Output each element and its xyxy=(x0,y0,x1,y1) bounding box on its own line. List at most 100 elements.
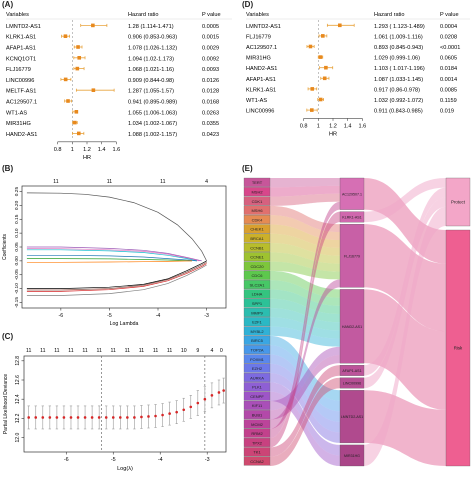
cv-point xyxy=(48,416,52,419)
cv-point xyxy=(217,391,221,394)
sankey-node-middle xyxy=(339,177,365,210)
sankey-node-middle xyxy=(339,224,365,288)
sankey-node-left-label: RRM2 xyxy=(251,431,263,436)
sankey-node-left xyxy=(243,317,271,327)
hr-point xyxy=(77,56,82,60)
sankey-node-left xyxy=(243,177,271,187)
cv-point xyxy=(154,414,157,418)
row-p-value: 0.0184 xyxy=(440,66,457,72)
coefficient-path xyxy=(26,264,207,296)
sankey-node-left xyxy=(243,270,271,280)
row-hazard-ratio: 1.287 (1.055-1.57) xyxy=(128,89,174,95)
sankey-flow-left xyxy=(270,215,340,240)
sankey-node-left xyxy=(243,456,271,466)
hr-point xyxy=(324,65,328,70)
sankey-node-left-label: MYBL2 xyxy=(250,329,264,334)
cv-point xyxy=(182,408,186,412)
coefficient-path xyxy=(26,248,200,262)
top-axis-label: 11 xyxy=(167,348,172,354)
sankey-node-left-label: EZH2 xyxy=(252,366,263,371)
y-tick-label: 12.2 xyxy=(15,413,21,423)
row-variable-name: HAND2-AS1 xyxy=(246,66,277,72)
row-hazard-ratio: 1.055 (1.006-1.063) xyxy=(128,110,177,116)
x-axis-label: HR xyxy=(83,155,91,160)
row-hazard-ratio: 1.029 (0.999-1.06) xyxy=(374,56,420,62)
cv-point xyxy=(119,416,122,419)
top-axis-label: 0 xyxy=(220,348,223,354)
x-tick-label: -5 xyxy=(111,457,116,463)
row-p-value: 0.0168 xyxy=(202,100,219,106)
sankey-flow-left xyxy=(270,354,340,422)
sankey-flow-left xyxy=(270,363,340,433)
column-header-variables: Variables xyxy=(6,12,29,18)
sankey-node-left xyxy=(243,363,271,373)
cv-point xyxy=(83,416,87,419)
sankey-node-right xyxy=(445,229,471,467)
hr-point xyxy=(321,34,325,38)
sankey-node-left-label: CDK4 xyxy=(252,217,263,222)
y-tick-label: -0.05 xyxy=(14,269,20,280)
row-hazard-ratio: 1.068 (1.021-1.16) xyxy=(128,67,174,73)
sankey-node-left-label: TK1 xyxy=(253,450,261,455)
sankey-flow-left xyxy=(270,391,340,466)
cv-point xyxy=(140,415,143,419)
hr-point xyxy=(318,97,323,102)
row-p-value: 0.0263 xyxy=(202,110,219,116)
row-hazard-ratio: 0.917 (0.86-0.978) xyxy=(374,87,420,93)
sankey-flow-right xyxy=(364,289,446,410)
cv-point xyxy=(69,416,73,419)
sankey-node-left xyxy=(243,391,271,401)
sankey-flow-left xyxy=(270,365,340,457)
column-header-p-value: P value xyxy=(202,12,221,18)
row-variable-name: LMNTD2-AS1 xyxy=(6,24,41,30)
row-p-value: 0.0004 xyxy=(440,24,457,30)
hr-point xyxy=(322,76,327,81)
top-axis-label: 11 xyxy=(26,348,31,354)
row-p-value: <0.0001 xyxy=(440,45,460,51)
sankey-node-left xyxy=(243,419,271,429)
sankey-node-middle-label: AC129507.1 xyxy=(342,192,362,196)
sankey-node-left xyxy=(243,410,271,420)
cv-point xyxy=(41,416,45,419)
sankey-flow-left xyxy=(270,201,340,439)
x-tick-label: -6 xyxy=(64,457,69,463)
sankey-node-left-label: MMP9 xyxy=(251,310,263,315)
row-hazard-ratio: 1.28 (1.114-1.471) xyxy=(128,24,174,30)
y-axis-label: Coefficients xyxy=(2,233,8,260)
sankey-node-middle xyxy=(339,289,365,364)
cv-point xyxy=(147,415,150,418)
column-header-hazard-ratio: Hazard ratio xyxy=(128,12,158,18)
sankey-flow-left xyxy=(270,205,340,233)
sankey-flow-left xyxy=(270,233,340,256)
top-axis-label: 4 xyxy=(205,179,208,185)
sankey-flow-left xyxy=(270,308,340,331)
sankey-node-left-label: CCNA2 xyxy=(250,459,264,464)
sankey-node-left-label: TPX2 xyxy=(252,440,263,445)
top-axis-label: 11 xyxy=(107,179,112,185)
forest-plot-a: Variables Hazard ratio P value LMNTD2-AS1 1.… xyxy=(6,12,232,160)
cv-point xyxy=(133,416,136,419)
row-p-value: 0.0085 xyxy=(440,87,457,93)
row-p-value: 0.0093 xyxy=(202,67,219,73)
row-variable-name: LMNTD2-AS1 xyxy=(246,24,281,30)
row-p-value: 0.0005 xyxy=(202,24,219,30)
hr-point xyxy=(91,88,96,92)
x-tick-label: -4 xyxy=(158,457,163,463)
x-tick-label: -4 xyxy=(156,313,161,319)
row-variable-name: KCNQ1OT1 xyxy=(6,56,36,62)
coefficient-path xyxy=(26,246,202,262)
row-p-value: 0.0015 xyxy=(202,35,219,41)
coefficient-path xyxy=(26,263,207,292)
top-axis-label: 4 xyxy=(210,348,213,354)
coefficient-path xyxy=(26,192,207,262)
hr-point xyxy=(308,44,313,49)
sankey-flow-left xyxy=(270,289,340,314)
sankey-node-left-label: MSH2 xyxy=(251,190,263,195)
sankey-node-left xyxy=(243,372,271,382)
sankey-node-left-label: CCNE1 xyxy=(250,255,264,260)
x-axis-label: Log Lambda xyxy=(110,321,139,327)
sankey-node-left xyxy=(243,447,271,457)
y-tick-label: 12.8 xyxy=(15,356,21,366)
x-tick-label: 0.8 xyxy=(300,123,308,129)
sankey-node-middle-label: MIR31HG xyxy=(344,454,360,458)
